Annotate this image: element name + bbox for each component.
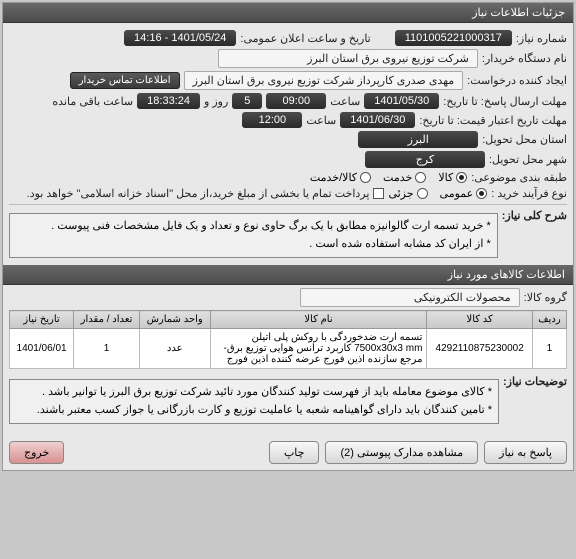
row-deadline: مهلت ارسال پاسخ: تا تاریخ: 1401/05/30 سا… [9,93,567,109]
radio-icon [415,172,426,183]
col-index: ردیف [532,311,566,329]
cell-date: 1401/06/01 [10,329,74,369]
radio-icon [456,172,467,183]
separator [9,204,567,205]
need-no-label: شماره نیاز: [516,32,567,45]
city-label: شهر محل تحویل: [489,153,567,166]
validity-label: مهلت تاریخ اعتبار قیمت: تا تاریخ: [419,114,567,127]
requester-value: مهدی صدری کارپرداز شرکت توزیع نیروی برق … [184,71,464,90]
cell-code: 4292110875230002 [427,329,532,369]
row-notes: توضیحات نیاز: * کالای موضوع معامله باید … [9,375,567,428]
category-radio-group: کالا خدمت کالا/خدمت [310,171,467,184]
cell-index: 1 [532,329,566,369]
deadline-date: 1401/05/30 [364,93,439,109]
announce-value: 1401/05/24 - 14:16 [124,30,236,46]
deadline-remain-label: ساعت باقی مانده [52,95,133,108]
table-row[interactable]: 1 4292110875230002 تسمه ارت ضدخوردگی با … [10,329,567,369]
buyer-label: نام دستگاه خریدار: [482,52,567,65]
category-label: طبقه بندی موضوعی: [471,171,567,184]
print-button[interactable]: چاپ [269,441,320,464]
overall-desc-label: شرح کلی نیاز: [502,209,567,222]
requester-label: ایجاد کننده درخواست: [467,74,567,87]
row-requester: ایجاد کننده درخواست: مهدی صدری کارپرداز … [9,71,567,90]
province-label: استان محل تحویل: [482,133,567,146]
cell-unit: عدد [139,329,210,369]
group-label: گروه کالا: [524,291,567,304]
panel-title: جزئیات اطلاعات نیاز [3,3,573,23]
announce-label: تاریخ و ساعت اعلان عمومی: [240,32,370,45]
col-name: نام کالا [210,311,427,329]
col-date: تاریخ نیاز [10,311,74,329]
category-option-0[interactable]: کالا [438,171,467,184]
treasury-checkbox[interactable] [373,188,384,199]
process-note: پرداخت تمام یا بخشی از مبلغ خرید،از محل … [27,187,370,200]
row-buyer: نام دستگاه خریدار: شرکت توزیع نیروی برق … [9,49,567,68]
group-value: محصولات الکترونیکی [300,288,520,307]
process-option-1[interactable]: جزئی [388,187,427,200]
category-option-1[interactable]: خدمت [383,171,426,184]
row-validity: مهلت تاریخ اعتبار قیمت: تا تاریخ: 1401/0… [9,112,567,128]
deadline-days-label: روز و [204,95,228,108]
overall-desc-text: * خرید تسمه ارت گالوانیزه مطابق با یک بر… [9,213,498,258]
row-city: شهر محل تحویل: کرج [9,151,567,168]
process-option-0[interactable]: عمومی [440,187,488,200]
row-category: طبقه بندی موضوعی: کالا خدمت کالا/خدمت [9,171,567,184]
row-province: استان محل تحویل: البرز [9,131,567,148]
panel-body: شماره نیاز: 1101005221000317 تاریخ و ساع… [3,23,573,435]
deadline-time-label: ساعت [330,95,360,108]
validity-time: 12:00 [242,112,302,128]
cell-name: تسمه ارت ضدخوردگی با روکش پلی اتیلن 7500… [210,329,427,369]
main-panel: جزئیات اطلاعات نیاز شماره نیاز: 11010052… [2,2,574,471]
cell-qty: 1 [74,329,140,369]
validity-date: 1401/06/30 [340,112,415,128]
buyer-value: شرکت توزیع نیروی برق استان البرز [218,49,478,68]
col-qty: تعداد / مقدار [74,311,140,329]
deadline-remain: 18:33:24 [137,93,200,109]
notes-label: توضیحات نیاز: [503,375,567,388]
row-process: نوع فرآیند خرید : عمومی جزئی پرداخت تمام… [9,187,567,200]
validity-time-label: ساعت [306,114,336,127]
category-option-2[interactable]: کالا/خدمت [310,171,371,184]
col-unit: واحد شمارش [139,311,210,329]
need-no-value: 1101005221000317 [395,30,512,46]
attachments-button[interactable]: مشاهده مدارک پیوستی (2) [325,441,478,464]
contact-buyer-button[interactable]: اطلاعات تماس خریدار [70,72,180,89]
radio-icon [417,188,428,199]
deadline-days: 5 [232,93,262,109]
footer-buttons: پاسخ به نیاز مشاهده مدارک پیوستی (2) چاپ… [3,435,573,470]
row-overall-desc: شرح کلی نیاز: * خرید تسمه ارت گالوانیزه … [9,209,567,262]
deadline-label: مهلت ارسال پاسخ: تا تاریخ: [443,95,567,108]
row-group: گروه کالا: محصولات الکترونیکی [9,288,567,307]
province-value: البرز [358,131,478,148]
row-need-no: شماره نیاز: 1101005221000317 تاریخ و ساع… [9,30,567,46]
deadline-time: 09:00 [266,93,326,109]
radio-icon [476,188,487,199]
items-header: اطلاعات کالاهای مورد نیاز [3,265,573,285]
respond-button[interactable]: پاسخ به نیاز [484,441,567,464]
table-header-row: ردیف کد کالا نام کالا واحد شمارش تعداد /… [10,311,567,329]
radio-icon [360,172,371,183]
exit-button[interactable]: خروج [9,441,64,464]
items-table: ردیف کد کالا نام کالا واحد شمارش تعداد /… [9,310,567,369]
city-value: کرج [365,151,485,168]
col-code: کد کالا [427,311,532,329]
notes-text: * کالای موضوع معامله باید از فهرست تولید… [9,379,499,424]
process-label: نوع فرآیند خرید : [491,187,567,200]
process-radio-group: عمومی جزئی [388,187,487,200]
